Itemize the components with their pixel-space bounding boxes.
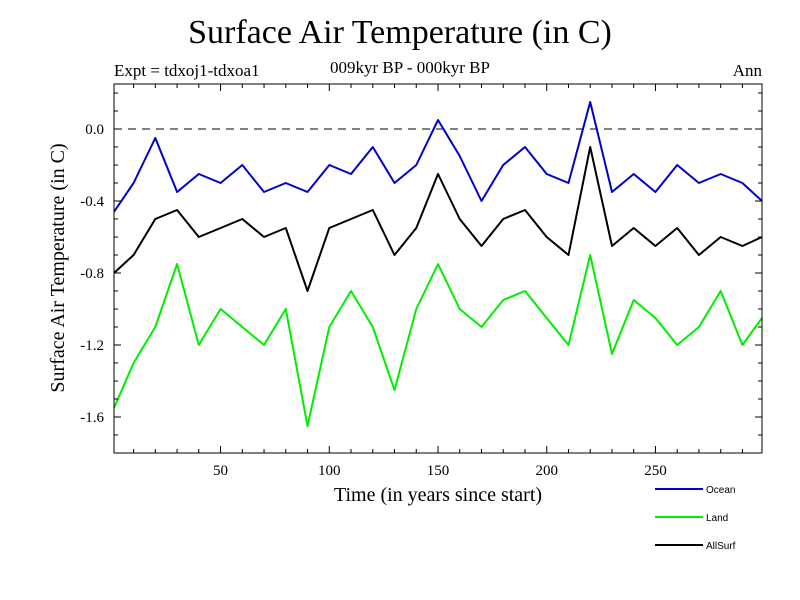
season-label: Ann <box>732 61 762 80</box>
x-tick-label: 250 <box>644 463 667 479</box>
chart-subtitle: 009kyr BP - 000kyr BP <box>330 58 490 77</box>
series-line-ocean <box>113 101 763 213</box>
x-axis-label: Time (in years since start) <box>334 484 542 506</box>
x-tick-label: 200 <box>535 463 558 479</box>
experiment-label: Expt = tdxoj1-tdxoa1 <box>114 61 260 80</box>
x-tick-label: 100 <box>318 463 341 479</box>
plot-frame <box>113 83 763 454</box>
series-line-land <box>113 254 763 427</box>
chart-title: Surface Air Temperature (in C) <box>188 14 612 51</box>
y-tick-label: -0.4 <box>80 194 104 210</box>
y-tick-label: 0.0 <box>85 122 104 138</box>
x-tick-label: 50 <box>213 463 228 479</box>
legend-label-ocean: Ocean <box>706 485 735 496</box>
legend-label-allsurf: AllSurf <box>706 541 736 552</box>
y-axis-label: Surface Air Temperature (in C) <box>47 143 69 392</box>
legend: Ocean Land AllSurf <box>655 485 736 552</box>
x-tick-label: 150 <box>427 463 450 479</box>
y-tick-label: -1.2 <box>80 338 104 354</box>
y-tick-label: -1.6 <box>80 410 104 426</box>
series-line-allsurf <box>113 146 763 292</box>
legend-label-land: Land <box>706 513 728 524</box>
y-tick-label: -0.8 <box>80 266 104 282</box>
